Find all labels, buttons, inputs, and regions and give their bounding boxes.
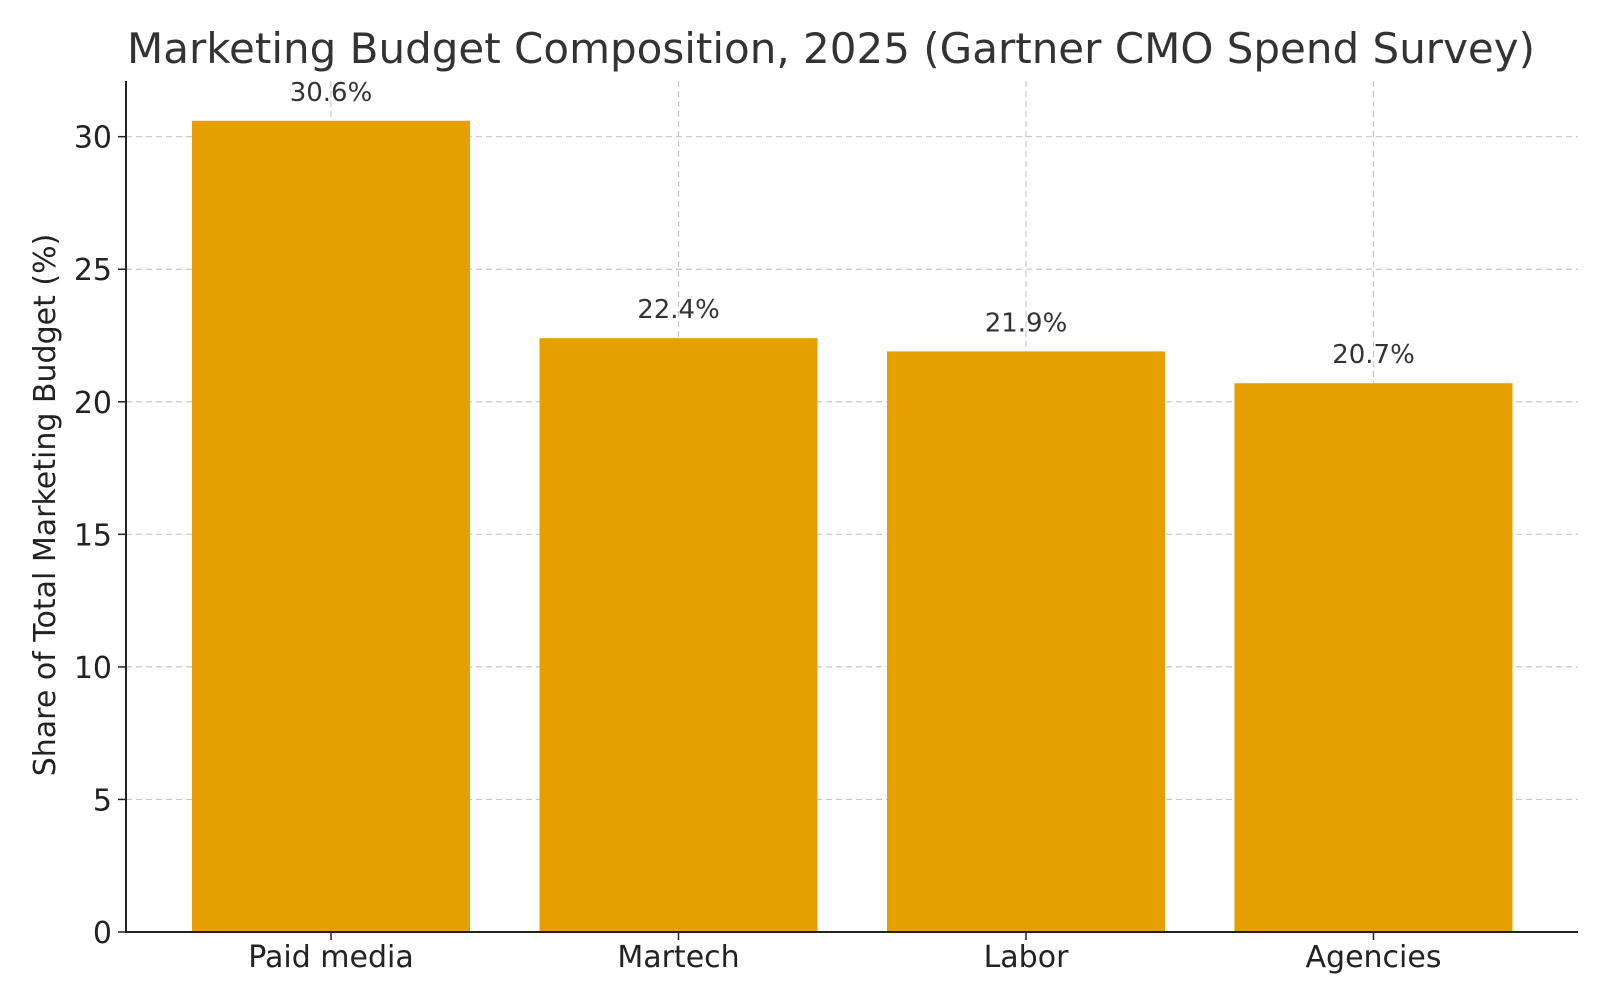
y-tick-label: 10 xyxy=(74,651,112,686)
bar-martech xyxy=(539,338,818,932)
axes-layer xyxy=(118,81,1578,940)
bar-paid-media xyxy=(192,120,470,932)
y-tick-label: 30 xyxy=(74,121,112,156)
bar-labor xyxy=(887,351,1165,932)
data-label: 22.4% xyxy=(637,295,720,325)
x-tick-label: Paid media xyxy=(248,940,413,975)
bar-agencies xyxy=(1234,383,1513,932)
bars-layer xyxy=(192,120,1513,932)
y-tick-label: 20 xyxy=(74,386,112,421)
data-label: 21.9% xyxy=(985,308,1068,338)
y-tick-label: 25 xyxy=(74,253,112,288)
data-label: 30.6% xyxy=(290,78,373,108)
x-tick-label: Labor xyxy=(984,940,1069,975)
labels-layer: 0 5 10 15 20 25 30 Paid media Martech Labor Agenci… xyxy=(74,78,1442,975)
data-label: 20.7% xyxy=(1332,340,1415,370)
y-tick-label: 0 xyxy=(93,916,112,951)
chart-title: Marketing Budget Composition, 2025 (Gart… xyxy=(127,24,1535,73)
y-axis-label: Share of Total Marketing Budget (%) xyxy=(28,234,63,777)
x-tick-label: Martech xyxy=(617,940,739,975)
y-tick-label: 5 xyxy=(93,783,112,818)
x-tick-label: Agencies xyxy=(1306,940,1442,975)
y-tick-label: 15 xyxy=(74,518,112,553)
